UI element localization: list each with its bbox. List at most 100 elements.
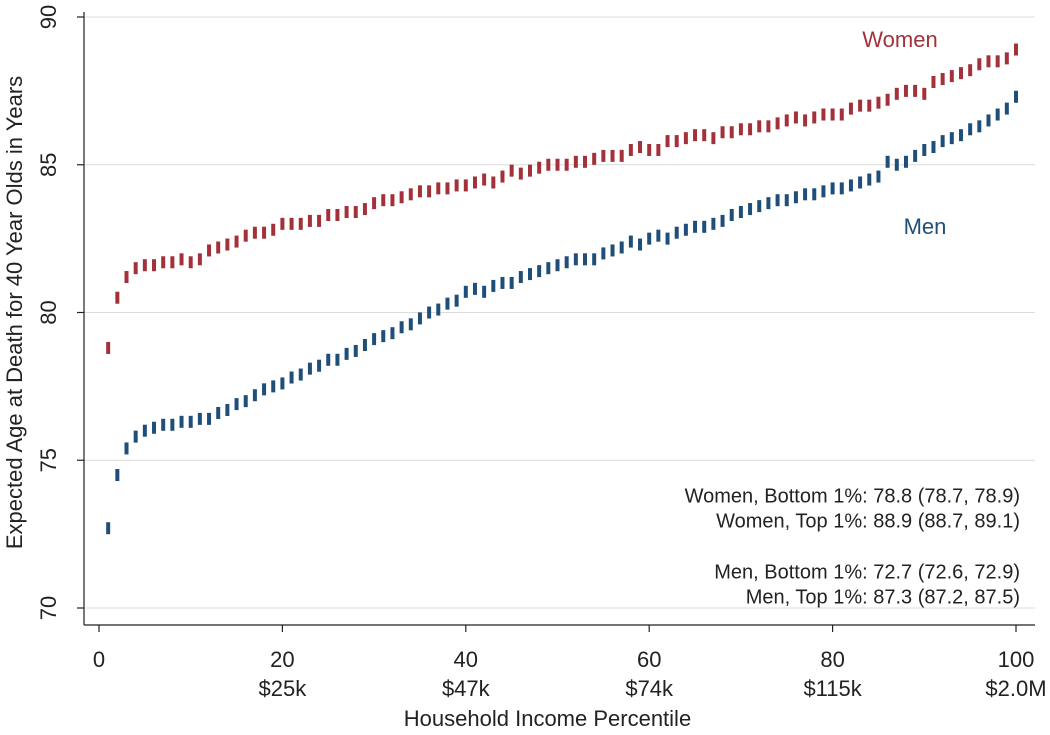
point [307, 362, 312, 375]
point [353, 344, 358, 357]
point [500, 276, 505, 289]
point [152, 259, 157, 272]
point [894, 87, 899, 100]
point [610, 149, 615, 162]
point [179, 253, 184, 266]
point [647, 232, 652, 245]
point [142, 424, 147, 437]
point [207, 412, 212, 425]
point [445, 182, 450, 195]
point [977, 58, 982, 71]
x-tick-label: 100 [998, 647, 1035, 672]
x-tick-label: 80 [820, 647, 844, 672]
point [152, 421, 157, 434]
point [335, 353, 340, 366]
point [784, 114, 789, 127]
point [124, 271, 129, 284]
point [482, 173, 487, 186]
point [197, 412, 202, 425]
point [986, 55, 991, 68]
point [298, 217, 303, 230]
point [958, 129, 963, 142]
point [344, 206, 349, 219]
point [729, 208, 734, 221]
point [207, 244, 212, 257]
point [252, 226, 257, 239]
point [399, 191, 404, 204]
point [610, 244, 615, 257]
point [812, 111, 817, 124]
point [619, 241, 624, 254]
point [894, 158, 899, 171]
point [436, 303, 441, 316]
point [674, 135, 679, 148]
point [381, 330, 386, 343]
point [537, 265, 542, 278]
point [280, 217, 285, 230]
x-axis-label: Household Income Percentile [404, 706, 691, 731]
point [1004, 102, 1009, 115]
point [702, 129, 707, 142]
point [592, 253, 597, 266]
point [555, 158, 560, 171]
point [472, 282, 477, 295]
point [216, 241, 221, 254]
point [390, 327, 395, 340]
point [867, 99, 872, 112]
point [427, 306, 432, 319]
point [940, 73, 945, 86]
point [995, 108, 1000, 121]
point [601, 247, 606, 260]
point [858, 99, 863, 112]
point [454, 294, 459, 307]
point [775, 117, 780, 130]
point [161, 418, 166, 431]
point [1014, 90, 1018, 103]
point [793, 191, 798, 204]
point [362, 203, 367, 216]
point [372, 197, 377, 210]
point [931, 141, 936, 154]
point [509, 276, 514, 289]
x-tick-income-label: $2.0M [985, 676, 1046, 701]
point [289, 217, 294, 230]
point [839, 108, 844, 121]
point [1014, 43, 1018, 56]
point [720, 214, 725, 227]
point [573, 253, 578, 266]
point [803, 188, 808, 201]
annotation: Women, Bottom 1%: 78.8 (78.7, 78.9) [685, 485, 1020, 507]
point [711, 132, 716, 145]
point [289, 371, 294, 384]
point [830, 182, 835, 195]
point [619, 149, 624, 162]
point [216, 406, 221, 419]
point [500, 170, 505, 183]
point [821, 185, 826, 198]
y-axis-label: Expected Age at Death for 40 Year Olds i… [2, 76, 27, 549]
point [647, 143, 652, 156]
point [271, 380, 276, 393]
point [381, 194, 386, 207]
point [665, 232, 670, 245]
x-tick-income-label: $25k [259, 676, 308, 701]
point [628, 235, 633, 248]
point [399, 321, 404, 334]
point [463, 179, 468, 192]
point [326, 208, 331, 221]
point [161, 256, 166, 269]
point [922, 87, 927, 100]
point [454, 179, 459, 192]
point [748, 123, 753, 136]
point [179, 415, 184, 428]
point [665, 135, 670, 148]
point [518, 167, 523, 180]
y-tick-label: 85 [36, 153, 61, 177]
point [784, 194, 789, 207]
point [445, 297, 450, 310]
x-tick-label: 0 [93, 647, 105, 672]
point [848, 179, 853, 192]
x-tick-income-label: $115k [803, 676, 862, 701]
series-label: Men [904, 214, 947, 239]
point [903, 84, 908, 97]
